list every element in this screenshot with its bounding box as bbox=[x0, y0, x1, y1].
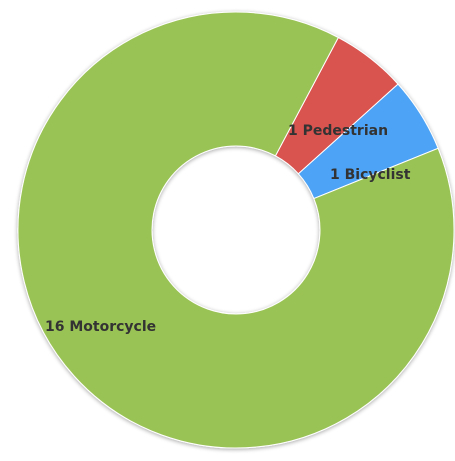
slice-16-motorcycle bbox=[17, 11, 455, 449]
slice-label-1-bicyclist: 1 Bicyclist bbox=[330, 167, 411, 183]
slice-label-16-motorcycle: 16 Motorcycle bbox=[45, 319, 156, 335]
donut-slices bbox=[17, 11, 455, 449]
slice-labels: 1 Pedestrian 1 Bicyclist 16 Motorcycle bbox=[45, 123, 411, 335]
slice-label-1-pedestrian: 1 Pedestrian bbox=[288, 123, 388, 139]
